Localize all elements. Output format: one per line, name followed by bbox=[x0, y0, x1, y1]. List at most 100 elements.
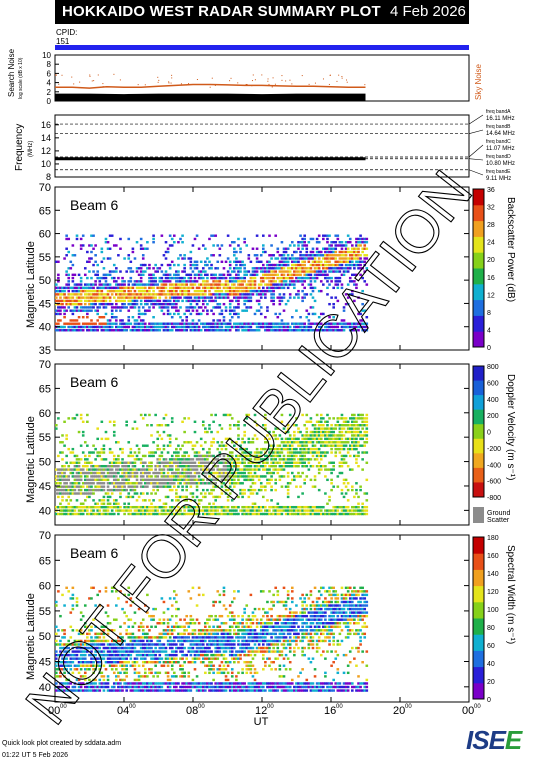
velocity-pixel bbox=[204, 458, 207, 461]
power-pixel bbox=[141, 270, 145, 273]
power-pixel bbox=[170, 286, 174, 290]
power-pixel bbox=[361, 247, 364, 250]
power-pixel bbox=[274, 312, 278, 316]
velocity-pixel bbox=[351, 434, 354, 437]
velocity-pixel bbox=[365, 437, 369, 441]
power-pixel bbox=[71, 289, 75, 293]
velocity-pixel bbox=[317, 427, 321, 430]
power-pixel bbox=[199, 312, 203, 316]
power-pixel bbox=[168, 299, 172, 303]
velocity-pixel bbox=[63, 475, 66, 478]
power-pixel bbox=[218, 254, 222, 257]
velocity-pixel bbox=[284, 485, 288, 488]
velocity-pixel bbox=[170, 461, 174, 464]
power-pixel bbox=[88, 296, 91, 299]
velocity-pixel bbox=[253, 458, 257, 461]
velocity-pixel bbox=[280, 437, 284, 441]
power-pixel bbox=[303, 260, 306, 263]
velocity-pixel bbox=[162, 478, 166, 482]
power-pixel bbox=[351, 244, 354, 247]
power-pixel bbox=[326, 241, 329, 244]
power-pixel bbox=[319, 260, 323, 263]
power-pixel bbox=[191, 322, 195, 325]
width-pixel bbox=[92, 685, 95, 689]
power-pixel bbox=[324, 276, 327, 280]
velocity-pixel bbox=[297, 512, 300, 516]
velocity-pixel bbox=[237, 512, 240, 516]
power-pixel bbox=[274, 322, 278, 325]
power-pixel bbox=[129, 293, 133, 296]
velocity-pixel bbox=[257, 478, 261, 482]
power-pixel bbox=[83, 283, 87, 286]
velocity-pixel bbox=[108, 461, 112, 464]
power-pixel bbox=[94, 322, 97, 325]
power-pixel bbox=[284, 247, 288, 250]
velocity-pixel bbox=[206, 471, 209, 475]
power-pixel bbox=[226, 280, 230, 283]
velocity-pixel bbox=[309, 458, 313, 461]
velocity-pixel bbox=[253, 475, 257, 478]
power-pixel bbox=[220, 296, 224, 299]
velocity-pixel bbox=[123, 509, 126, 512]
width-pixel bbox=[90, 661, 93, 664]
power-pixel bbox=[278, 263, 282, 267]
power-pixel bbox=[280, 299, 284, 303]
power-pixel bbox=[340, 319, 344, 322]
velocity-pixel bbox=[272, 451, 275, 454]
velocity-pixel bbox=[305, 427, 309, 430]
power-pixel bbox=[326, 329, 329, 332]
sky-noise-label: Sky Noise bbox=[474, 63, 483, 100]
velocity-pixel bbox=[274, 434, 278, 437]
velocity-pixel bbox=[342, 495, 346, 499]
velocity-pixel bbox=[224, 461, 228, 464]
power-pixel bbox=[81, 316, 85, 319]
search-noise-area bbox=[55, 93, 366, 101]
velocity-pixel bbox=[224, 478, 228, 482]
power-pixel bbox=[351, 247, 354, 250]
power-pixel bbox=[100, 325, 104, 329]
power-pixel bbox=[158, 276, 162, 280]
width-pixel bbox=[94, 664, 97, 667]
velocity-pixel bbox=[293, 458, 296, 461]
velocity-pixel bbox=[353, 413, 356, 417]
velocity-pixel bbox=[139, 478, 143, 482]
power-pixel bbox=[183, 257, 186, 260]
power-pixel bbox=[245, 306, 249, 309]
velocity-pixel bbox=[338, 437, 342, 441]
velocity-pixel bbox=[102, 512, 106, 516]
power-pixel bbox=[185, 283, 189, 286]
power-pixel bbox=[71, 296, 75, 299]
velocity-pixel bbox=[324, 468, 327, 471]
velocity-pixel bbox=[361, 502, 364, 505]
velocity-pixel bbox=[146, 464, 149, 468]
power-pixel bbox=[222, 296, 226, 299]
power-pixel bbox=[324, 250, 327, 254]
velocity-pixel bbox=[280, 451, 284, 454]
power-pixel bbox=[102, 302, 106, 306]
power-pixel bbox=[295, 267, 298, 270]
velocity-pixel bbox=[71, 512, 75, 516]
power-pixel bbox=[191, 283, 195, 286]
power-pixel bbox=[245, 273, 249, 277]
width-pixel bbox=[59, 614, 62, 618]
velocity-pixel bbox=[201, 464, 205, 468]
power-pixel bbox=[137, 286, 141, 290]
velocity-pixel bbox=[191, 468, 195, 471]
power-pixel bbox=[334, 329, 338, 332]
power-pixel bbox=[110, 270, 114, 273]
power-pixel bbox=[137, 267, 141, 270]
power-pixel bbox=[144, 302, 147, 306]
power-pixel bbox=[243, 270, 246, 273]
power-pixel bbox=[88, 309, 91, 312]
velocity-pixel bbox=[336, 512, 340, 516]
velocity-pixel bbox=[183, 495, 186, 499]
velocity-pixel bbox=[183, 468, 186, 471]
power-pixel bbox=[311, 306, 315, 309]
power-pixel bbox=[210, 299, 213, 303]
velocity-pixel bbox=[208, 478, 211, 482]
power-pixel bbox=[363, 280, 367, 283]
velocity-pixel bbox=[102, 471, 106, 475]
velocity-pixel bbox=[230, 441, 234, 444]
velocity-pixel bbox=[197, 471, 201, 475]
